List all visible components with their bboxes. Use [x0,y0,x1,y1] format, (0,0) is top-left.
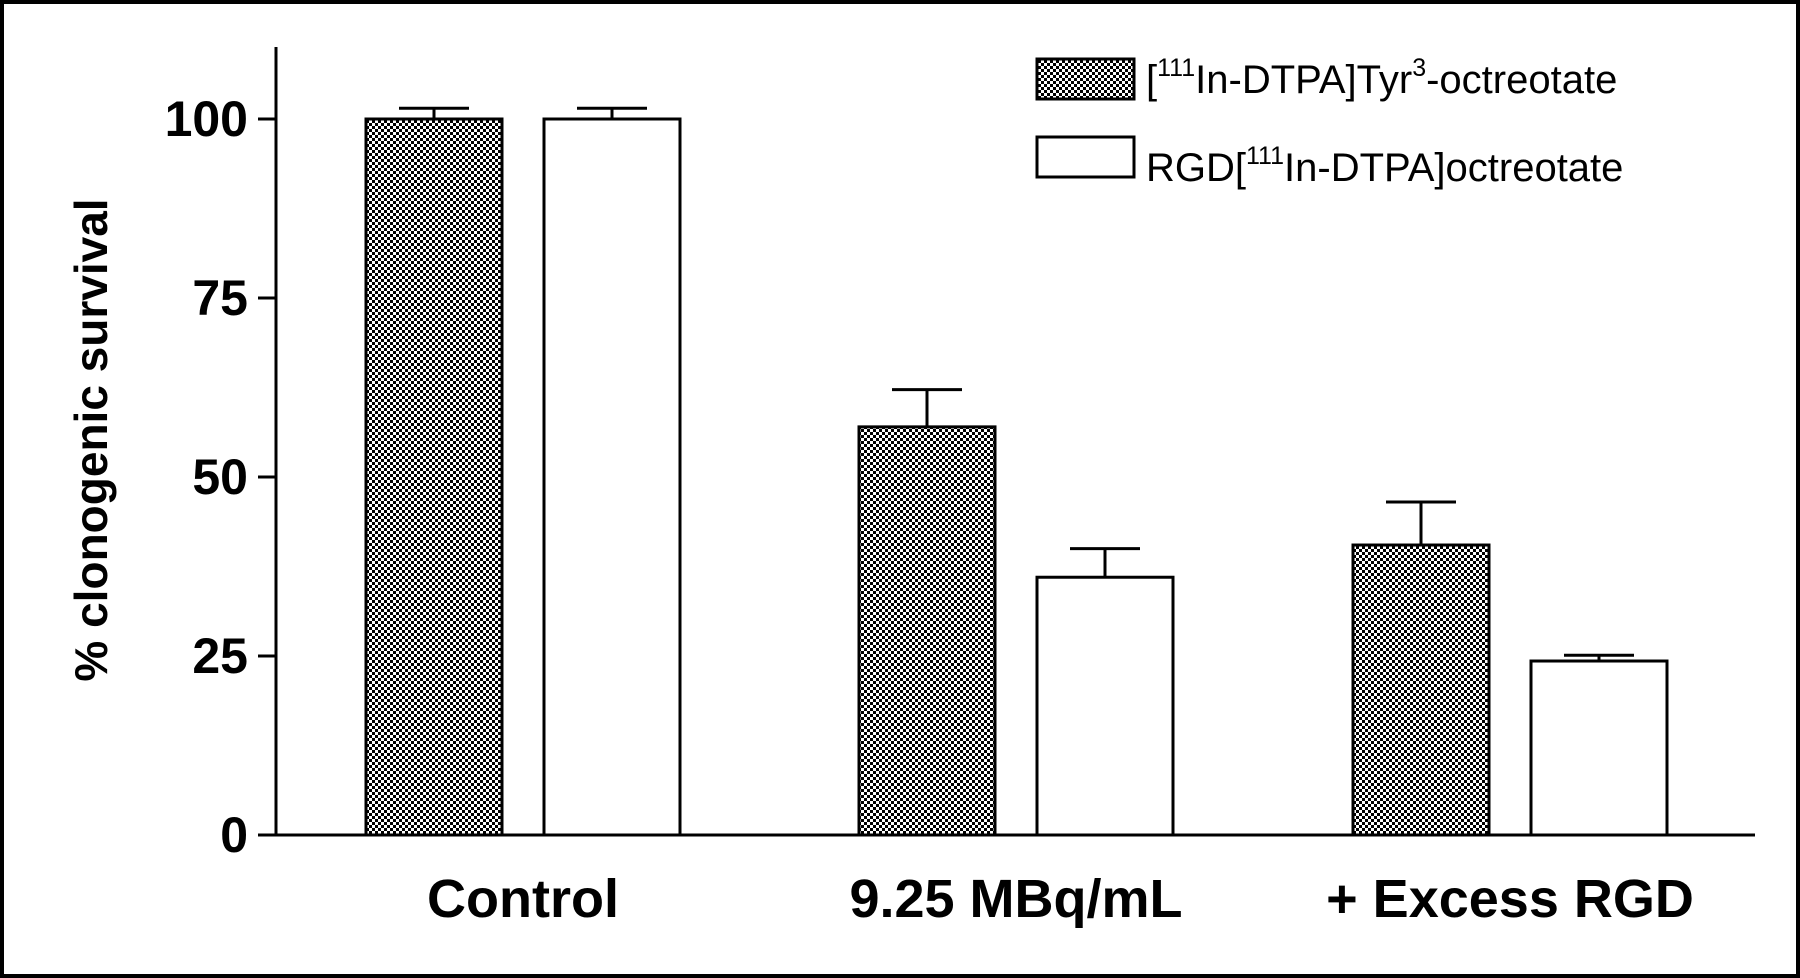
legend-1-part-b: In-DTPA]Tyr [1195,58,1412,102]
legend-1-part-c: -octreotate [1426,58,1617,102]
legend-2-part-a: RGD[ [1146,146,1246,190]
bar-series-1-cat-1 [364,117,504,837]
bar-series-2-cat-1 [542,117,682,837]
legend-1-part-a: [ [1146,58,1157,102]
x-category-label-3: + Excess RGD [1326,869,1694,929]
legend-label-series-1: [111In-DTPA]Tyr3-octreotate [1146,54,1617,102]
y-tick-label-0: 0 [220,807,248,863]
y-tick-label-50: 50 [192,449,248,505]
legend-2-part-b: In-DTPA]octreotate [1284,146,1623,190]
legend-label-series-2: RGD[111In-DTPA]octreotate [1146,142,1623,190]
y-tick-label-75: 75 [192,270,248,326]
bar-series-1-cat-3 [1351,543,1491,837]
bar-series-2-cat-3 [1529,659,1669,837]
legend: [111In-DTPA]Tyr3-octreotate RGD[111In-DT… [1035,54,1623,190]
y-tick-label-25: 25 [192,628,248,684]
legend-2-superscript: 111 [1246,142,1284,170]
y-axis-label: % clonogenic survival [65,198,117,681]
x-category-label-1: Control [427,869,619,929]
legend-1-superscript-b: 3 [1412,54,1426,82]
bar-series-2-cat-2 [1035,575,1175,837]
legend-swatch-series-1 [1035,57,1136,101]
legend-swatch-series-2 [1035,135,1136,179]
bar-series-1-cat-2 [857,425,997,837]
x-category-label-2: 9.25 MBq/mL [849,869,1182,929]
y-tick-label-100: 100 [165,91,248,147]
legend-1-superscript-a: 111 [1157,54,1195,82]
